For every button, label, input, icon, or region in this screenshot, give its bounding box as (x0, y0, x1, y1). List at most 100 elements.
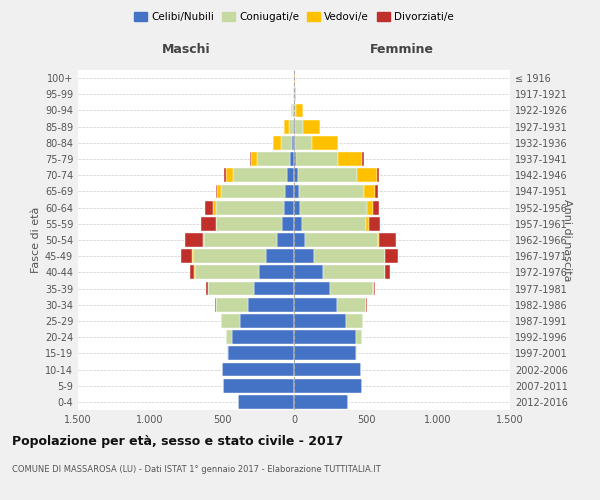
Bar (223, 379, 294, 392)
Bar (215, 184, 217, 198)
Bar (292, 104, 293, 118)
Bar (364, 184, 376, 198)
Bar (338, 152, 362, 166)
Bar (208, 282, 254, 296)
Bar (206, 282, 208, 296)
Bar (251, 152, 257, 166)
Bar (203, 233, 204, 247)
Bar (291, 104, 292, 118)
Bar (201, 217, 215, 230)
Bar (305, 233, 377, 247)
Bar (181, 250, 193, 263)
Bar (294, 71, 295, 85)
Bar (294, 330, 356, 344)
Bar (385, 250, 398, 263)
Bar (356, 168, 377, 182)
Bar (193, 250, 266, 263)
Bar (294, 266, 323, 280)
Bar (295, 136, 313, 149)
Bar (215, 200, 284, 214)
Bar (303, 120, 320, 134)
Bar (302, 217, 366, 230)
Bar (366, 298, 367, 312)
Bar (356, 346, 358, 360)
Bar (298, 168, 356, 182)
Bar (377, 233, 379, 247)
Bar (294, 250, 314, 263)
Y-axis label: Fasce di età: Fasce di età (31, 207, 41, 273)
Bar (221, 184, 286, 198)
Bar (281, 136, 292, 149)
Bar (296, 104, 303, 118)
Bar (221, 314, 240, 328)
Text: Popolazione per età, sesso e stato civile - 2017: Popolazione per età, sesso e stato civil… (12, 435, 343, 448)
Bar (377, 168, 379, 182)
Bar (257, 152, 290, 166)
Bar (226, 168, 233, 182)
Bar (314, 250, 385, 263)
Bar (277, 233, 294, 247)
Text: Femmine: Femmine (370, 44, 434, 57)
Bar (294, 217, 302, 230)
Bar (284, 120, 289, 134)
Bar (313, 136, 338, 149)
Bar (294, 120, 295, 134)
Text: COMUNE DI MASSAROSA (LU) - Dati ISTAT 1° gennaio 2017 - Elaborazione TUTTITALIA.: COMUNE DI MASSAROSA (LU) - Dati ISTAT 1°… (12, 465, 381, 474)
Bar (294, 298, 337, 312)
Bar (294, 200, 300, 214)
Bar (367, 200, 373, 214)
Bar (287, 168, 294, 182)
Bar (293, 120, 294, 134)
Bar (233, 168, 287, 182)
Bar (330, 282, 373, 296)
Bar (294, 136, 295, 149)
Bar (295, 104, 296, 118)
Bar (294, 152, 296, 166)
Bar (290, 152, 294, 166)
Bar (266, 250, 294, 263)
Bar (294, 314, 346, 328)
Bar (294, 233, 305, 247)
Bar (323, 266, 385, 280)
Bar (238, 395, 294, 409)
Bar (296, 152, 338, 166)
Bar (294, 168, 298, 182)
Bar (300, 200, 367, 214)
Bar (190, 266, 194, 280)
Bar (294, 379, 362, 392)
Bar (379, 233, 396, 247)
Legend: Celibi/Nubili, Coniugati/e, Vedovi/e, Divorziati/e: Celibi/Nubili, Coniugati/e, Vedovi/e, Di… (130, 8, 458, 26)
Bar (250, 152, 251, 166)
Bar (205, 200, 212, 214)
Bar (374, 282, 376, 296)
Bar (212, 200, 215, 214)
Bar (286, 184, 294, 198)
Bar (240, 314, 294, 328)
Bar (222, 362, 294, 376)
Bar (217, 184, 221, 198)
Bar (216, 298, 248, 312)
Bar (295, 120, 303, 134)
Bar (284, 200, 294, 214)
Bar (373, 282, 374, 296)
Bar (254, 282, 294, 296)
Bar (232, 330, 294, 344)
Bar (362, 152, 364, 166)
Bar (248, 298, 294, 312)
Bar (292, 136, 294, 149)
Bar (216, 217, 282, 230)
Y-axis label: Anni di nascita: Anni di nascita (562, 198, 572, 281)
Bar (376, 184, 377, 198)
Bar (215, 298, 216, 312)
Bar (204, 233, 277, 247)
Bar (373, 200, 379, 214)
Bar (385, 266, 390, 280)
Bar (282, 217, 294, 230)
Bar (294, 362, 361, 376)
Bar (294, 346, 356, 360)
Bar (227, 346, 229, 360)
Bar (294, 395, 348, 409)
Bar (294, 282, 330, 296)
Bar (369, 217, 380, 230)
Bar (194, 266, 259, 280)
